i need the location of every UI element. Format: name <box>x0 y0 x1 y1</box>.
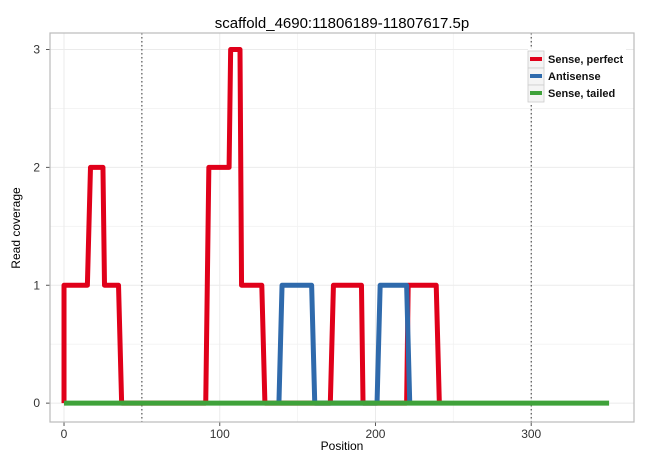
x-axis-label: Position <box>321 439 364 453</box>
legend-label: Sense, perfect <box>548 54 624 66</box>
panel-border <box>49 32 635 423</box>
y-tick-label: 3 <box>33 43 40 57</box>
y-axis-label: Read coverage <box>9 187 23 269</box>
x-tick-label: 300 <box>521 427 541 441</box>
legend-label: Antisense <box>548 71 601 83</box>
x-tick-label: 100 <box>210 427 230 441</box>
y-tick-label: 1 <box>33 278 40 292</box>
chart-title: scaffold_4690:11806189-11807617.5p <box>215 15 469 32</box>
x-tick-label: 200 <box>365 427 385 441</box>
legend-label: Sense, tailed <box>548 88 615 100</box>
y-tick-label: 2 <box>33 160 40 174</box>
legend: Sense, perfect Antisense Sense, tailed <box>527 49 626 105</box>
x-tick-label: 0 <box>61 427 68 441</box>
y-tick-label: 0 <box>33 396 40 410</box>
